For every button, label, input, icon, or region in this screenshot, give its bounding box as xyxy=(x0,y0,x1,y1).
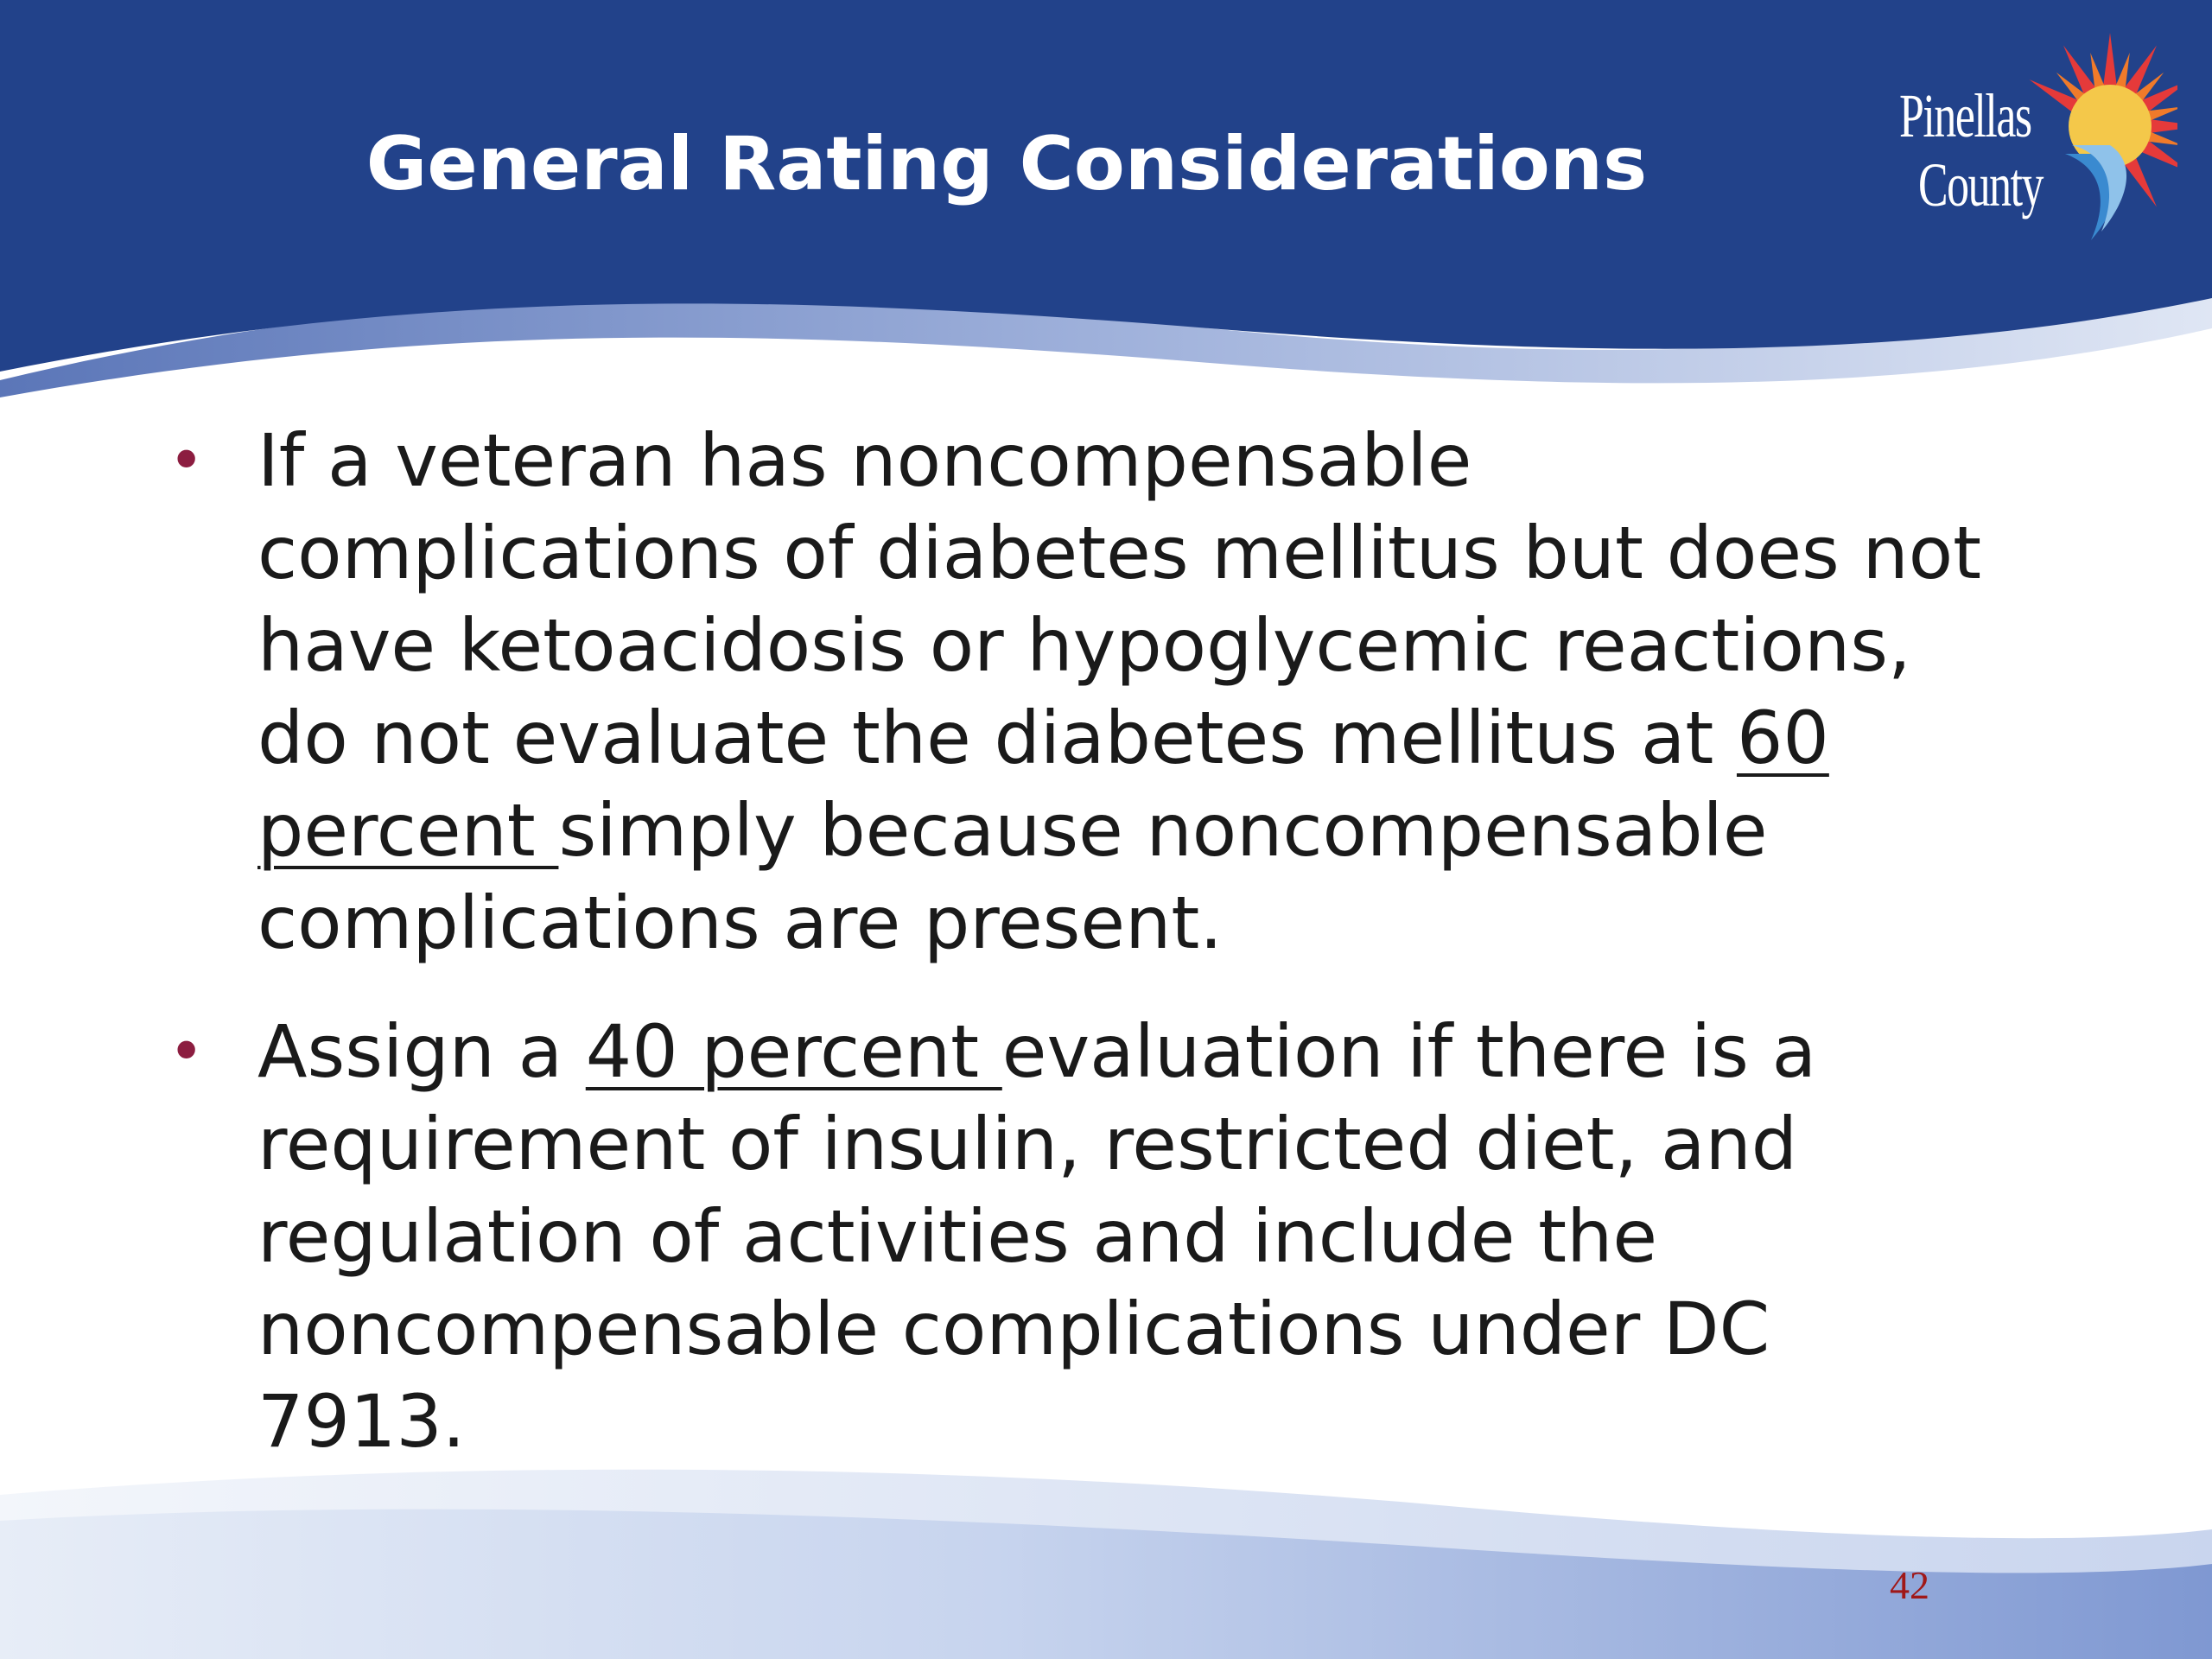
bullet-list: • If a veteran has noncompensable complic… xyxy=(168,415,1992,1504)
header-wave-shade xyxy=(0,285,2212,397)
bullet-marker: • xyxy=(168,1016,205,1087)
bullet-emphasis: 40 percent xyxy=(585,1009,1002,1094)
page-number: 42 xyxy=(1890,1563,1929,1607)
bullet-text: simply because noncompensable complicati… xyxy=(257,788,1768,965)
bullet-text: evaluation if there is a requirement of … xyxy=(257,1009,1817,1464)
header-band xyxy=(0,0,2212,372)
logo-text-line2: County xyxy=(1918,150,2044,219)
county-logo: Pinellas County xyxy=(1884,24,2177,266)
sun-burst-logo-icon xyxy=(2029,33,2177,240)
slide-title: General Rating Considerations xyxy=(365,121,1648,207)
bullet-emphasis: 60 percent xyxy=(257,696,1829,873)
bullet-item: • Assign a 40 percent evaluation if there… xyxy=(168,1006,1992,1468)
bullet-text: Assign a xyxy=(257,1009,586,1094)
logo-text-line1: Pinellas xyxy=(1899,81,2032,150)
bullet-marker: • xyxy=(168,425,205,496)
footer-wave xyxy=(0,1509,2212,1659)
bullet-text: If a veteran has noncompensable complica… xyxy=(257,418,1982,780)
bullet-item: • If a veteran has noncompensable complic… xyxy=(168,415,1992,969)
